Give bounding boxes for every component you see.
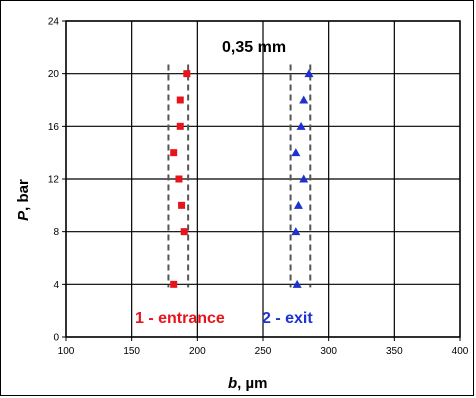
exit-point bbox=[299, 95, 309, 104]
y-tick-label: 16 bbox=[48, 122, 60, 133]
y-axis-symbol: P bbox=[15, 210, 32, 221]
entrance-point bbox=[170, 149, 178, 157]
entrance-point bbox=[176, 122, 184, 130]
x-tick-label: 300 bbox=[320, 346, 337, 357]
y-tick-labels: 0 4 8 12 16 20 24 bbox=[48, 17, 66, 344]
entrance-point bbox=[175, 175, 183, 183]
exit-point bbox=[292, 279, 302, 288]
entrance-point bbox=[178, 201, 186, 209]
x-tick-label: 150 bbox=[123, 346, 140, 357]
x-axis-label: b, µm bbox=[228, 375, 268, 392]
entrance-point bbox=[180, 228, 188, 236]
exit-point bbox=[293, 200, 303, 209]
y-tick-label: 20 bbox=[48, 69, 60, 80]
x-axis-unit: , µm bbox=[237, 375, 267, 392]
entrance-point bbox=[170, 280, 178, 288]
exit-point bbox=[304, 69, 314, 78]
y-tick-label: 12 bbox=[48, 175, 60, 186]
exit-point bbox=[296, 121, 306, 130]
y-tick-label: 4 bbox=[53, 280, 59, 291]
x-tick-label: 400 bbox=[452, 346, 469, 357]
data-points bbox=[170, 69, 314, 288]
reference-lines bbox=[167, 64, 312, 288]
exit-point bbox=[291, 227, 301, 236]
y-tick-label: 24 bbox=[48, 17, 60, 28]
x-tick-labels: 100 150 200 250 300 350 400 bbox=[58, 337, 469, 357]
x-tick-label: 200 bbox=[189, 346, 206, 357]
entrance-label: 1 - entrance bbox=[135, 310, 225, 327]
y-axis-unit: , bar bbox=[15, 179, 32, 211]
y-tick-label: 0 bbox=[53, 333, 59, 344]
entrance-point bbox=[183, 70, 191, 78]
exit-point bbox=[299, 174, 309, 183]
y-tick-label: 8 bbox=[53, 227, 59, 238]
y-axis-label: P, bar bbox=[15, 179, 32, 221]
x-tick-label: 350 bbox=[386, 346, 403, 357]
x-tick-label: 250 bbox=[255, 346, 272, 357]
entrance-point bbox=[176, 96, 184, 104]
exit-point bbox=[291, 148, 301, 157]
x-axis-symbol: b bbox=[228, 375, 237, 392]
exit-label: 2 - exit bbox=[262, 310, 313, 327]
spacing-annotation: 0,35 mm bbox=[222, 39, 286, 56]
x-tick-label: 100 bbox=[58, 346, 75, 357]
